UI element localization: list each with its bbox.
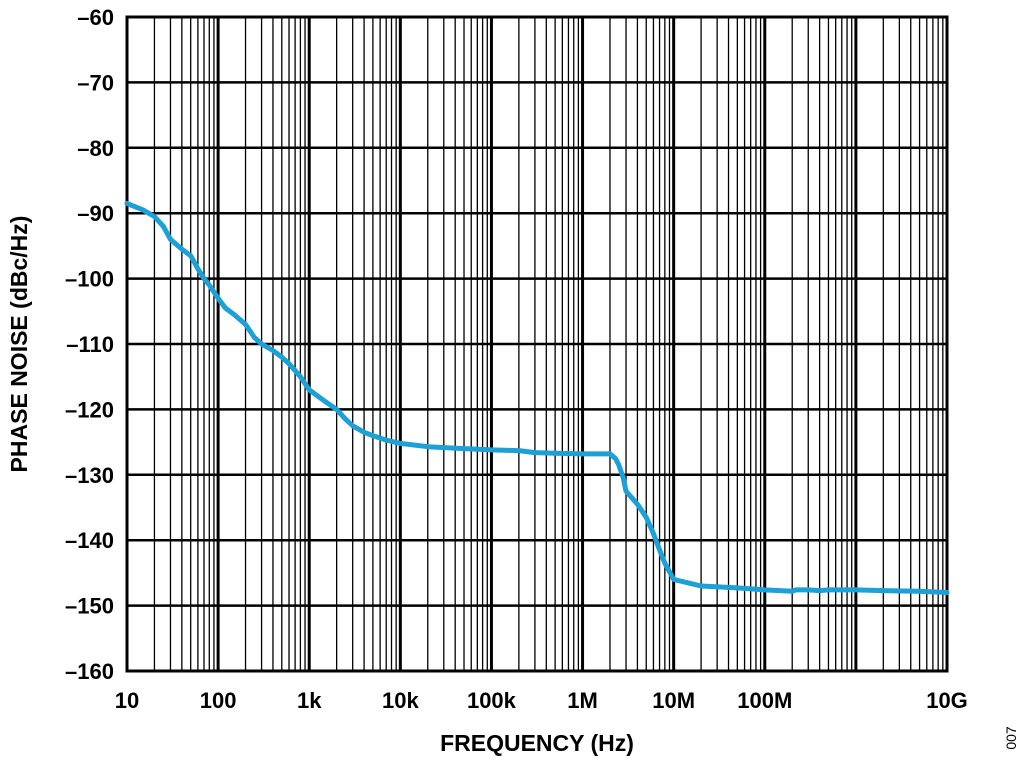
x-tick-label: 100k [467, 688, 517, 713]
x-tick-label: 10k [382, 688, 419, 713]
y-tick-label: –130 [65, 463, 114, 488]
y-tick-label: –60 [77, 5, 114, 30]
y-tick-label: –150 [65, 594, 114, 619]
x-tick-label: 1k [297, 688, 322, 713]
x-tick-label: 10G [926, 688, 968, 713]
y-tick-label: –90 [77, 201, 114, 226]
x-tick-labels: 10 100 1k 10k 100k 1M 10M 100M 10G [115, 688, 968, 713]
plot-frame [125, 15, 949, 673]
y-tick-label: –70 [77, 70, 114, 95]
y-tick-label: –110 [66, 332, 114, 357]
y-tick-labels: –60 –70 –80 –90 –100 –110 –120 –130 –140 –150 –160 [65, 5, 114, 684]
y-tick-label: –160 [65, 659, 114, 684]
figure-id: 007 [1003, 726, 1019, 750]
y-tick-label: –80 [77, 136, 114, 161]
y-tick-label: –100 [65, 267, 114, 292]
x-tick-label: 100M [737, 688, 792, 713]
y-tick-label: –140 [65, 528, 114, 553]
phase-noise-series-line [124, 200, 950, 595]
y-axis-title: PHASE NOISE (dBc/Hz) [6, 216, 32, 473]
x-tick-label: 10 [115, 688, 139, 713]
x-tick-label: 1M [567, 688, 598, 713]
x-tick-label: 100 [200, 688, 237, 713]
x-tick-label: 10M [652, 688, 695, 713]
y-tick-label: –120 [65, 397, 114, 422]
x-axis-title: FREQUENCY (Hz) [440, 730, 634, 756]
grid [127, 17, 947, 671]
